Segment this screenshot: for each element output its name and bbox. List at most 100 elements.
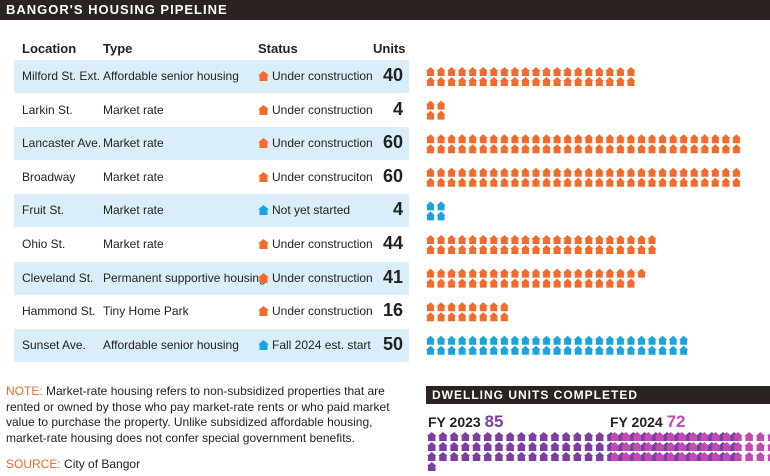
unit-house-mark xyxy=(700,144,710,154)
unit-house-mark xyxy=(668,177,678,187)
unit-house-mark xyxy=(426,201,435,211)
unit-house-mark xyxy=(637,235,646,244)
house-icon xyxy=(258,239,269,249)
unit-house-mark xyxy=(457,312,467,322)
unit-house-mark xyxy=(710,177,720,187)
completed-house-mark xyxy=(755,452,766,461)
note-label: NOTE: xyxy=(6,384,43,398)
unit-house-mark xyxy=(436,77,446,86)
unit-house-mark xyxy=(489,302,499,312)
completed-house-mark xyxy=(505,432,515,441)
unit-house-mark xyxy=(563,345,573,355)
unit-house-mark xyxy=(489,235,499,244)
row-location: Cleveland St. xyxy=(22,270,94,285)
unit-house-mark xyxy=(510,67,520,76)
unit-house-mark xyxy=(563,177,573,187)
unit-house-mark xyxy=(478,77,488,86)
unit-house-mark xyxy=(499,312,509,322)
unit-house-mark xyxy=(426,302,435,312)
unit-house-mark xyxy=(531,167,541,177)
table-row: Fruit St. Market rate Not yet started 4 xyxy=(14,194,409,228)
unit-house-mark xyxy=(573,345,583,355)
unit-house-mark xyxy=(626,278,636,288)
unit-house-mark xyxy=(605,278,615,288)
unit-house-mark xyxy=(457,134,467,144)
completed-house-mark xyxy=(471,432,482,441)
completed-house-mark xyxy=(595,452,605,461)
unit-house-mark xyxy=(563,144,573,154)
unit-house-mark xyxy=(436,211,446,221)
unit-house-mark xyxy=(489,312,499,322)
unit-house-mark xyxy=(510,345,520,355)
unit-house-mark xyxy=(542,77,552,86)
unit-house-mark xyxy=(668,144,678,154)
unit-house-mark xyxy=(679,144,689,154)
unit-house-mark xyxy=(457,167,467,177)
table-row: Sunset Ave. Affordable senior housing Fall… xyxy=(14,328,409,362)
unit-house-mark xyxy=(468,245,478,254)
unit-house-mark xyxy=(426,211,435,221)
unit-house-mark xyxy=(731,134,741,144)
house-icon xyxy=(258,138,269,149)
row-type: Market rate xyxy=(103,237,164,251)
completed-house-mark xyxy=(572,452,583,461)
row-status: Under construction xyxy=(258,304,373,318)
unit-house-mark xyxy=(499,268,509,278)
unit-house-mark xyxy=(436,134,446,144)
house-icon xyxy=(258,104,269,115)
completed-house-mark xyxy=(699,442,710,451)
row-location: Hammond St. xyxy=(22,304,96,319)
unit-house-mark xyxy=(689,177,699,187)
completed-house-mark xyxy=(572,432,583,441)
row-units: 41 xyxy=(382,266,403,287)
completed-house-mark xyxy=(722,442,732,451)
unit-house-mark xyxy=(510,167,520,177)
unit-house-mark xyxy=(447,245,457,254)
unit-house-mark xyxy=(573,245,583,254)
unit-house-mark xyxy=(520,268,530,278)
unit-house-mark xyxy=(520,345,530,355)
completed-house-mark xyxy=(710,432,721,441)
unit-house-mark xyxy=(520,177,530,187)
unit-house-mark xyxy=(510,245,520,254)
completed-house-mark xyxy=(471,452,482,461)
row-location: Larkin St. xyxy=(22,102,73,117)
row-location: Lancaster Ave. xyxy=(22,136,102,151)
completed-house-mark xyxy=(766,433,770,441)
unit-house-mark xyxy=(531,134,541,144)
house-icon xyxy=(258,306,269,317)
unit-house-mark xyxy=(468,144,478,154)
unit-house-mark xyxy=(563,67,573,76)
unit-house-mark xyxy=(489,77,499,86)
unit-house-mark xyxy=(520,67,530,76)
unit-house-mark xyxy=(584,235,594,244)
completed-house-mark xyxy=(595,442,605,451)
unit-house-mark xyxy=(489,268,499,278)
unit-house-mark xyxy=(436,278,446,288)
unit-house-mark xyxy=(584,144,594,154)
unit-house-mark xyxy=(552,235,562,244)
completed-house-mark xyxy=(505,442,515,451)
unit-house-mark xyxy=(679,345,689,355)
title-bar: BANGOR'S HOUSING PIPELINE xyxy=(0,0,770,20)
unit-house-mark xyxy=(531,345,541,355)
completed-house-mark xyxy=(539,432,549,441)
unit-house-mark xyxy=(626,134,636,144)
fy2023-year: FY 2023 xyxy=(428,414,481,430)
unit-house-mark xyxy=(426,345,435,355)
completed-house-mark xyxy=(595,432,605,441)
unit-house-mark xyxy=(647,335,657,345)
unit-house-mark xyxy=(447,278,457,288)
unit-house-mark xyxy=(637,345,646,355)
unit-house-mark xyxy=(531,335,541,345)
unit-house-mark xyxy=(647,235,657,244)
unit-house-mark xyxy=(615,245,625,254)
unit-house-mark xyxy=(700,177,710,187)
unit-house-mark xyxy=(468,335,478,345)
row-type: Market rate xyxy=(103,136,164,151)
unit-house-mark xyxy=(594,67,604,76)
unit-house-mark xyxy=(499,134,509,144)
unit-house-mark xyxy=(542,245,552,254)
unit-house-mark xyxy=(531,268,541,278)
unit-house-mark xyxy=(658,345,668,355)
